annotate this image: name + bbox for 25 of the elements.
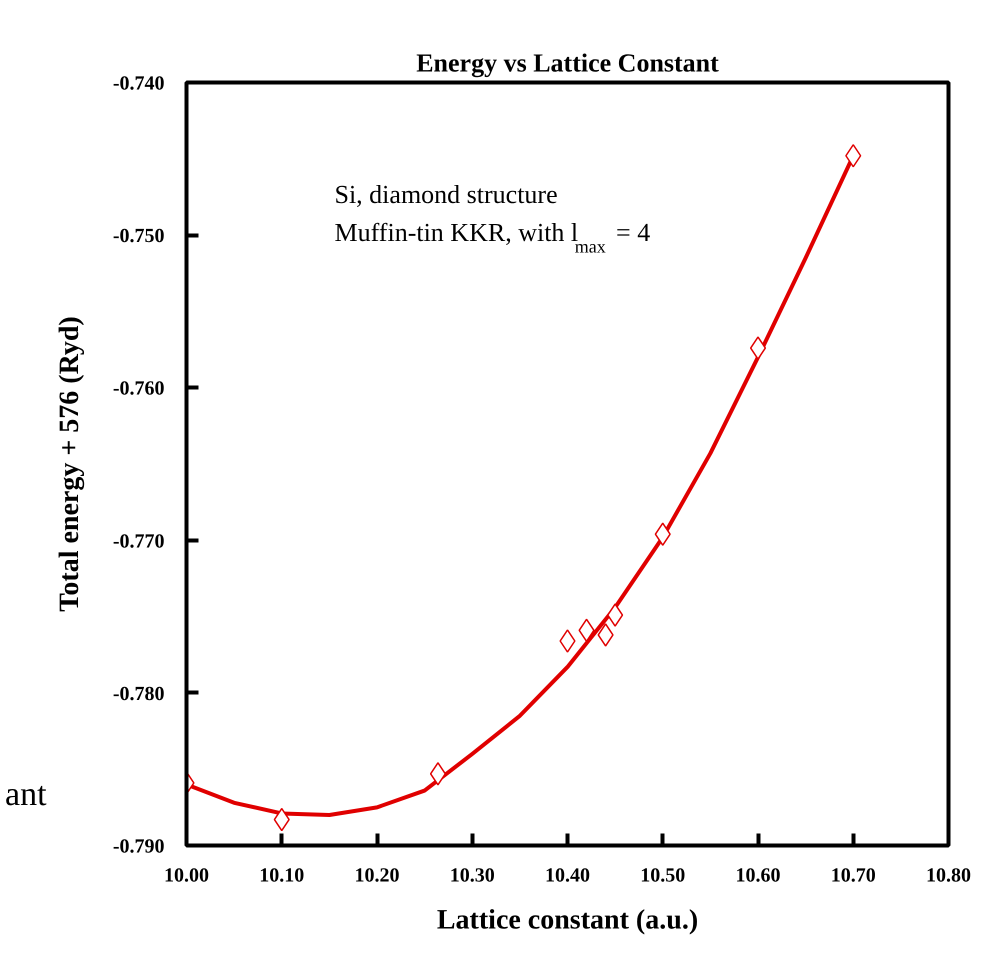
y-tick-label: -0.760: [112, 378, 165, 400]
point: [430, 762, 446, 786]
point: [559, 629, 576, 653]
x-tick-label: 10.10: [259, 864, 304, 886]
x-tick-label: 10.50: [640, 864, 686, 886]
annotation: Si, diamond structure: [334, 180, 558, 209]
x-tick-label: 10.70: [830, 864, 876, 886]
x-tick-label: 10.60: [736, 864, 780, 886]
x-tick-label: 10.80: [926, 864, 971, 886]
text: ant: [5, 775, 47, 815]
x-tick-label: 10.40: [545, 864, 590, 886]
y-tick-label: -0.740: [112, 72, 165, 94]
y-tick-label: -0.750: [112, 225, 165, 248]
y-axis-title: Total energy + 576 (Ryd): [54, 316, 85, 612]
point: [845, 144, 862, 168]
x-tick-label: 10.20: [354, 864, 400, 886]
x-tick-label: 10.00: [164, 864, 209, 886]
x-axis-title: Lattice constant (a.u.): [436, 904, 698, 936]
point: [578, 618, 595, 642]
x-tick-label: 10.30: [450, 864, 495, 886]
y-tick-label: -0.770: [112, 530, 165, 552]
y-tick-label: -0.790: [112, 836, 165, 858]
y-tick-label: -0.780: [112, 682, 165, 705]
chart-title: Energy vs Lattice Constant: [416, 48, 720, 78]
point: [750, 336, 766, 360]
